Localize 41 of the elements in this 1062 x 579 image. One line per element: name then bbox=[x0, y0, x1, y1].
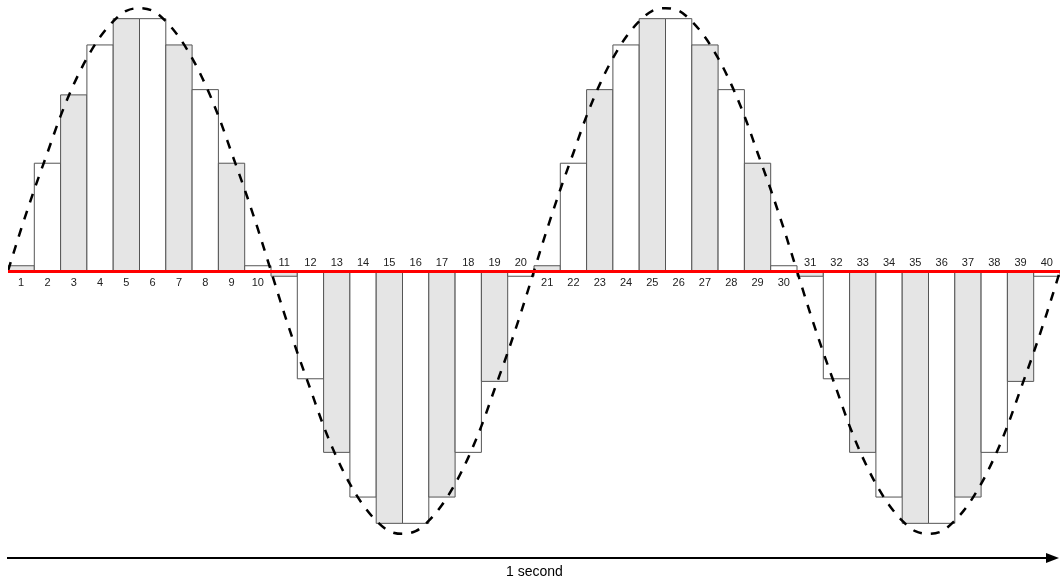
x2-tick-label: 19 bbox=[488, 255, 501, 268]
x2-tick-label: 35 bbox=[909, 255, 922, 268]
x-tick-label: 22 bbox=[567, 275, 580, 288]
x-tick-label: 1 bbox=[18, 275, 25, 288]
x2-tick-label: 38 bbox=[988, 255, 1001, 268]
x-tick-label: 26 bbox=[672, 275, 685, 288]
x2-tick-label: 11 bbox=[278, 255, 290, 268]
x-tick-label: 25 bbox=[646, 275, 659, 288]
x-tick-label: 4 bbox=[96, 275, 104, 288]
x2-tick-label: 40 bbox=[1040, 255, 1053, 268]
x2-tick-label: 17 bbox=[435, 255, 449, 268]
x2-tick-label: 31 bbox=[804, 255, 817, 268]
x2-tick-label: 39 bbox=[1014, 255, 1027, 268]
x-tick-label: 23 bbox=[593, 275, 606, 288]
x-tick-label: 8 bbox=[202, 275, 209, 288]
x2-tick-label: 12 bbox=[304, 255, 317, 268]
x2-tick-label: 16 bbox=[409, 255, 422, 268]
x2-tick-label: 37 bbox=[961, 255, 975, 268]
x-tick-label: 6 bbox=[149, 275, 156, 288]
x-tick-label: 7 bbox=[175, 275, 183, 288]
x2-tick-label: 20 bbox=[514, 255, 527, 268]
x-tick-label: 3 bbox=[70, 275, 77, 288]
x2-tick-label: 32 bbox=[830, 255, 843, 268]
x2-tick-label: 15 bbox=[383, 255, 396, 268]
x-tick-label: 21 bbox=[541, 275, 554, 288]
x-tick-label: 28 bbox=[725, 275, 738, 288]
x2-tick-label: 13 bbox=[330, 255, 343, 268]
text: 1 second bbox=[506, 563, 563, 579]
x-tick-label: 9 bbox=[228, 275, 235, 288]
x2-tick-label: 18 bbox=[462, 255, 475, 268]
x-tick-label: 24 bbox=[619, 275, 633, 288]
x2-tick-label: 34 bbox=[882, 255, 896, 268]
x-tick-label: 2 bbox=[44, 275, 51, 288]
x-tick-label: 29 bbox=[751, 275, 764, 288]
x2-tick-label: 14 bbox=[356, 255, 370, 268]
x2-tick-label: 33 bbox=[856, 255, 869, 268]
x-tick-label: 10 bbox=[251, 275, 264, 288]
x-tick-label: 30 bbox=[777, 275, 790, 288]
x-tick-label: 5 bbox=[123, 275, 130, 288]
x-tick-label: 27 bbox=[698, 275, 712, 288]
x2-tick-label: 36 bbox=[935, 255, 948, 268]
